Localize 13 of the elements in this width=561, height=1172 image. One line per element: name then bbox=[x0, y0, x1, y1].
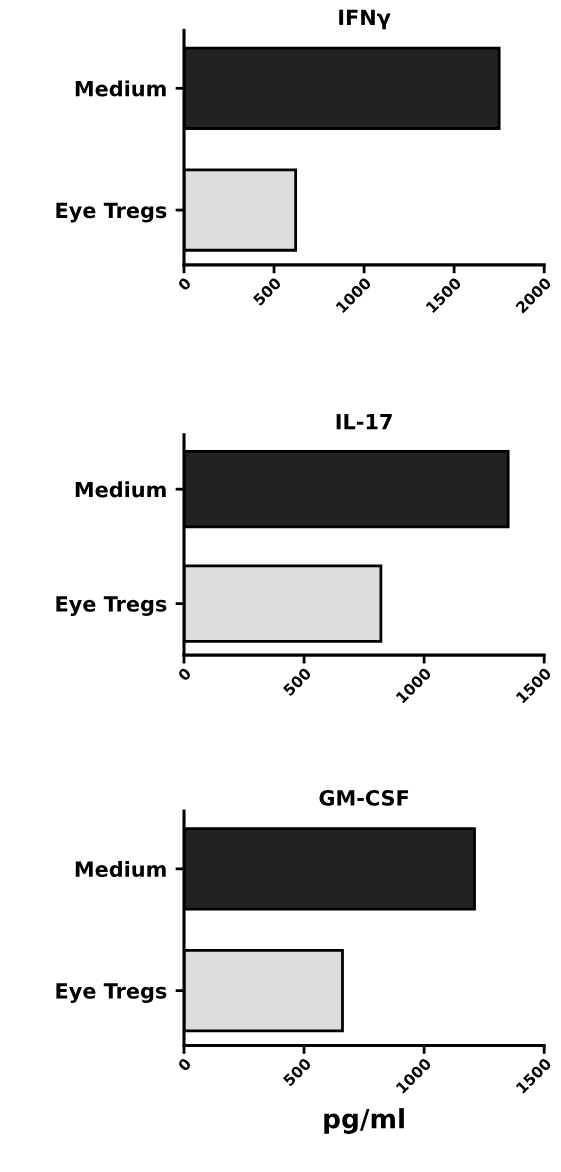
y-tick-label: Eye Tregs bbox=[56, 202, 167, 223]
x-tick-label: 0 bbox=[177, 276, 192, 292]
y-tick-label: Medium bbox=[75, 860, 166, 878]
x-tick-label: 0 bbox=[177, 1057, 192, 1072]
chart-title: IFNγ bbox=[339, 9, 391, 30]
x-axis-title: pg/ml bbox=[324, 1108, 404, 1134]
y-tick-label: Medium bbox=[75, 481, 166, 498]
y-tick-label: Eye Tregs bbox=[56, 983, 167, 1003]
y-tick-label: Medium bbox=[75, 80, 166, 97]
chart-title: IL-17 bbox=[336, 414, 392, 430]
y-tick-label: Eye Tregs bbox=[56, 596, 167, 616]
chart-title: GM-CSF bbox=[319, 790, 409, 806]
x-tick-label: 0 bbox=[177, 666, 192, 682]
